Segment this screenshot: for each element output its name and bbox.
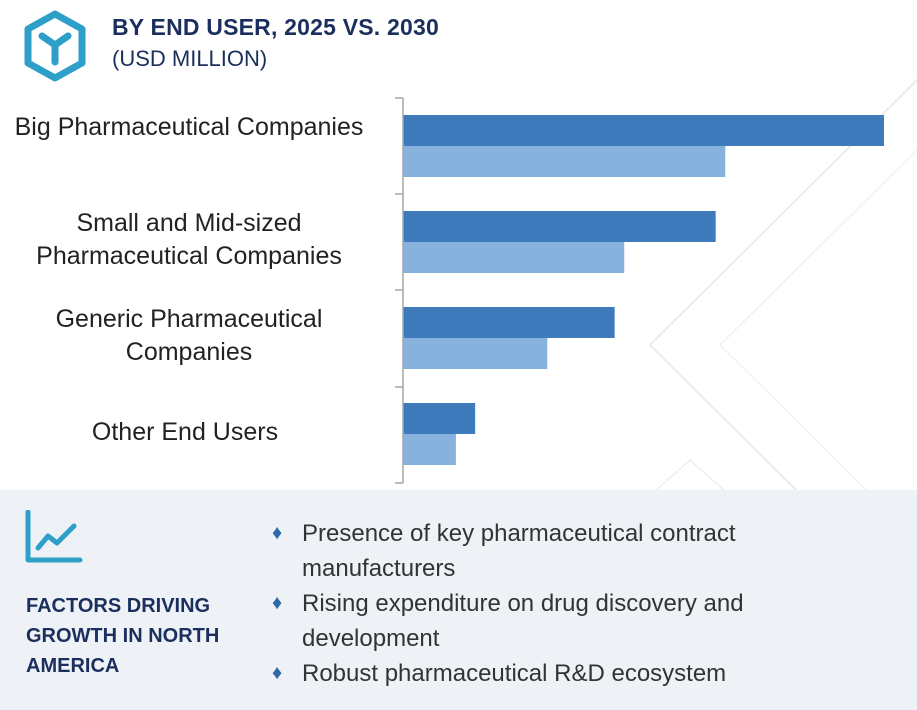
factors-panel: FACTORS DRIVING GROWTH IN NORTH AMERICA … xyxy=(0,490,917,710)
chart-subtitle: (USD MILLION) xyxy=(112,46,268,71)
category-label-big-pharma: Big Pharmaceutical Companies xyxy=(14,113,364,141)
factors-list: ♦ Presence of key pharmaceutical contract… xyxy=(272,516,822,691)
bar-series-b-3 xyxy=(403,434,456,465)
diamond-bullet-icon: ♦ xyxy=(272,522,283,544)
bar-series-b-0 xyxy=(403,146,726,177)
bar-series-a-1 xyxy=(403,211,716,242)
bar-series-b-2 xyxy=(403,338,548,369)
chart-title: BY END USER, 2025 VS. 2030 xyxy=(112,14,439,40)
factor-item: ♦ Rising expenditure on drug discovery an… xyxy=(272,586,822,656)
hexagon-y-logo-icon xyxy=(24,10,86,82)
diamond-bullet-icon: ♦ xyxy=(272,662,283,684)
category-label-generic-pharma: Generic Pharmaceutical Companies xyxy=(55,305,323,366)
bar-series-a-2 xyxy=(403,307,615,338)
category-label-small-mid-pharma: Small and Mid-sized Pharmaceutical Compa… xyxy=(36,209,342,270)
category-label-other-end-users: Other End Users xyxy=(91,418,279,446)
diamond-bullet-icon: ♦ xyxy=(272,592,283,614)
bar-series-b-1 xyxy=(403,242,625,273)
factors-heading: FACTORS DRIVING GROWTH IN NORTH AMERICA xyxy=(26,595,220,677)
factor-item: ♦ Presence of key pharmaceutical contract… xyxy=(272,516,822,586)
bar-chart xyxy=(395,97,884,484)
bar-series-a-3 xyxy=(403,403,476,434)
line-chart-growth-icon xyxy=(25,510,83,563)
bar-series-a-0 xyxy=(403,115,884,146)
factor-item: ♦ Robust pharmaceutical R&D ecosystem xyxy=(272,656,822,691)
